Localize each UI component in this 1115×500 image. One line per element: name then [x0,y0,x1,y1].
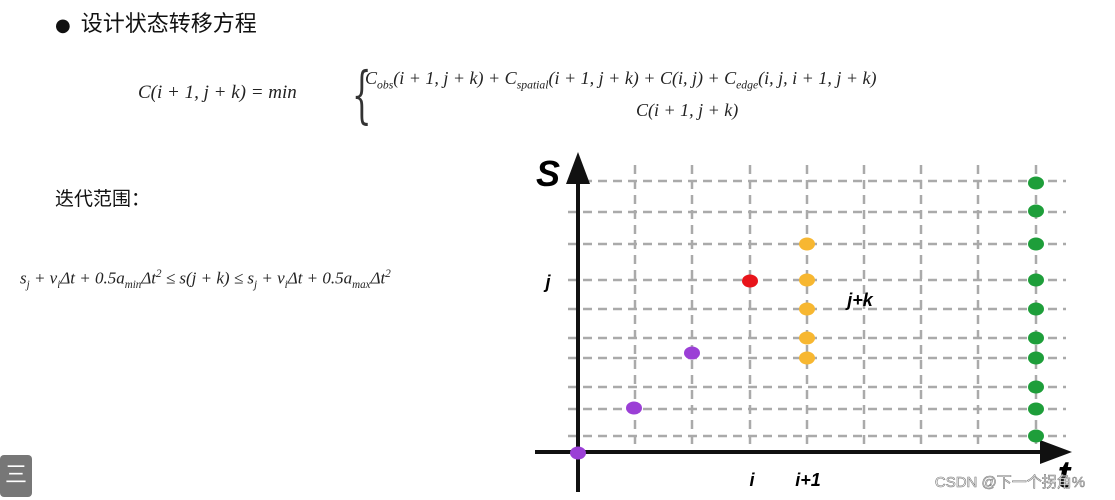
state-dot [1028,176,1044,190]
math-part: spatial [516,78,549,92]
formula-lhs: C(i + 1, j + k) = min [138,82,297,103]
math-part: ≤ s(j + k) ≤ s [161,268,255,288]
state-dot [684,346,700,360]
s-arrow [566,152,590,184]
state-dot [1028,429,1044,443]
math-part: j [26,279,30,292]
math-part: 2 [156,268,162,280]
state-dot [1028,331,1044,345]
math-part: + v [257,268,285,288]
math-part: j [254,279,258,292]
menu-button[interactable]: 三 [0,455,32,497]
range-label: 迭代范围： [55,188,151,210]
state-dot [742,274,758,288]
math-part: 2 [385,268,391,280]
t-axis-label: t [1058,454,1072,496]
math-part: max [352,279,371,292]
math-part: (i + 1, j + k) + C [393,68,517,88]
math-part: + v [29,268,58,288]
j-label: j [543,272,551,292]
math-part: obs [377,78,394,92]
state-dot [799,273,815,287]
math-part: (i + 1, j + k) + C(i, j) + C [548,68,737,88]
state-dot [1028,380,1044,394]
math-part: s [20,268,27,288]
math-part: edge [736,78,759,92]
state-dot [1028,302,1044,316]
math-part: i [57,279,61,292]
s-axis-label: S [536,153,560,194]
title: 设计状态转移方程 [80,12,257,37]
math-part: Δt + 0.5a [60,268,125,288]
math-part: C(i + 1, j + k) [636,100,739,120]
state-dot [1028,237,1044,251]
state-dot [799,331,815,345]
formula-case2: C(i + 1, j + k) [636,100,738,121]
jk-label: j+k [845,290,874,310]
state-dot [1028,273,1044,287]
math-part: i [284,279,288,292]
state-dot [570,446,586,460]
watermark: CSDN @下一个拐角% [935,474,1085,491]
state-dot [1028,402,1044,416]
state-dot [799,302,815,316]
state-dot [799,237,815,251]
math-part: Δt + 0.5a [287,268,353,288]
range-inequality: sj + viΔt + 0.5aminΔt2 ≤ s(j + k) ≤ sj +… [20,268,391,291]
brace: { [351,58,372,131]
state-dot [1028,204,1044,218]
bullet: ● [55,15,71,36]
title-row: ● 设计状态转移方程 [55,6,257,38]
state-dot [626,401,642,415]
math-part: (i, j, i + 1, j + k) [758,68,877,88]
formula-case1: Cobs(i + 1, j + k) + Cspatial(i + 1, j +… [365,68,876,92]
math-part: Δt [370,268,386,288]
state-dot [1028,351,1044,365]
t-arrow [1040,440,1072,464]
i-label: i [749,470,755,490]
math-part: C [365,68,378,88]
math-part: Δt [141,268,157,288]
state-dot [799,351,815,365]
i1-label: i+1 [795,470,821,490]
math-part: min [124,279,142,292]
